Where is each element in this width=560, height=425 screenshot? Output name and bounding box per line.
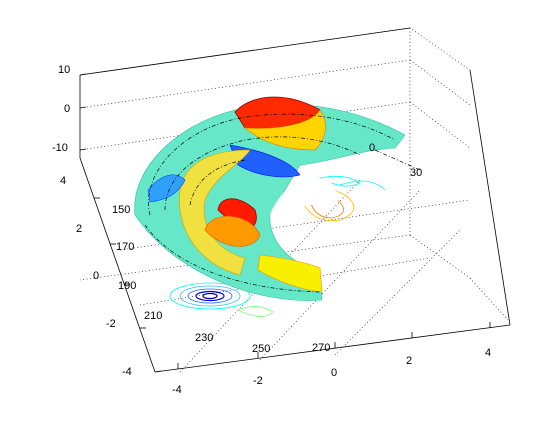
- y-tick-label: 4: [60, 175, 66, 187]
- surface-inner-cut: [270, 175, 340, 215]
- z-tick-label: -10: [52, 142, 68, 154]
- x-tick-label: 2: [406, 355, 412, 367]
- polar-angle-label: 230: [195, 332, 213, 344]
- polar-angle-label: 0: [369, 142, 375, 154]
- axes-box: [79, 27, 511, 373]
- surface: [134, 96, 406, 301]
- y-tick-labels: 4 2 0 -2 -4: [60, 175, 132, 378]
- surface-front-yellow: [257, 254, 323, 293]
- x-tick-labels: -4 -2 0 2 4: [172, 347, 491, 396]
- polar-angle-label: 270: [312, 342, 330, 354]
- z-tick-label: 0: [64, 103, 70, 115]
- polar-angle-label: 150: [112, 204, 130, 216]
- surface-inner-yellow-ring: [179, 149, 251, 276]
- x-tick-label: 0: [331, 367, 337, 379]
- surface-peak-front-skirt: [204, 216, 261, 247]
- surface-left-blue: [147, 174, 186, 203]
- polar-angle-label: 170: [116, 241, 134, 253]
- x-tick-label: -2: [253, 375, 263, 387]
- y-tick-label: 2: [76, 223, 82, 235]
- y-tick-label: -2: [106, 318, 116, 330]
- z-tick-labels: 10 0 -10: [52, 64, 70, 154]
- polar-angle-label: 190: [118, 280, 136, 292]
- polar-angle-label: 210: [144, 310, 162, 322]
- y-tick-label: 0: [93, 270, 99, 282]
- x-tick-label: -4: [172, 384, 182, 396]
- polar-angle-label: 30: [410, 167, 422, 179]
- y-tick-label: -4: [122, 366, 132, 378]
- axis-ticks: [79, 73, 491, 373]
- polar-angle-labels: 30 0 150 170 190 210 230 250 270: [112, 142, 422, 355]
- surface-peak-back-shoulder: [244, 109, 326, 151]
- polar-grid: [144, 113, 421, 293]
- floor-contours: [169, 175, 386, 317]
- polar-angle-label: 250: [252, 343, 270, 355]
- x-tick-label: 4: [485, 347, 491, 359]
- z-tick-label: 10: [58, 64, 70, 76]
